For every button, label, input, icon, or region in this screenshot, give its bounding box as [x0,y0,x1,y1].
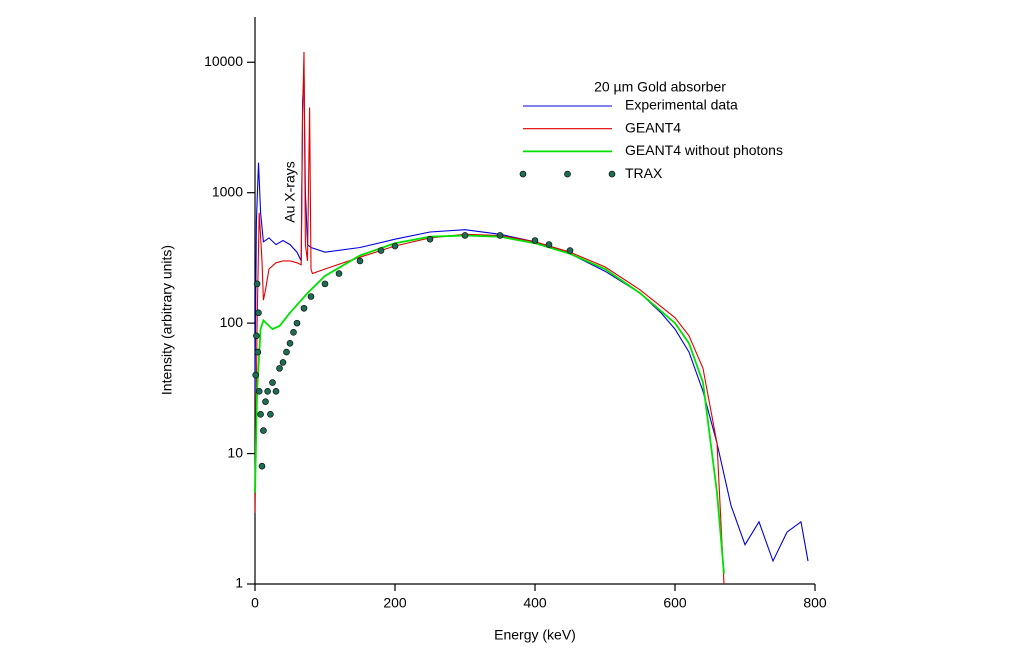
legend-marker [564,170,571,178]
y-tick-label: 1000 [212,183,243,199]
trax-point [262,398,269,405]
trax-point [391,242,399,250]
legend-marker [608,170,616,178]
trax-point [426,235,434,243]
trax-point [496,232,504,239]
y-tick-label: 10000 [204,53,243,69]
trax-point [356,257,364,265]
legend-marker [519,170,527,178]
trax-point [279,359,287,366]
trax-point [335,270,343,277]
legend-title: 20 µm Gold absorber [594,79,726,95]
series-line [254,234,725,574]
x-tick-label: 800 [803,595,827,611]
trax-point [255,388,263,395]
annotation: Au X-rays [282,161,298,222]
trax-point [321,280,329,288]
trax-point [377,247,385,254]
legend-label: GEANT4 [625,119,681,135]
y-tick-label: 1 [235,575,243,591]
trax-point [286,340,294,347]
trax-point [252,371,259,379]
trax-point [272,388,280,395]
trax-point [531,237,539,244]
trax-point [300,304,308,312]
legend-label: Experimental data [625,97,738,113]
x-tick-label: 200 [383,595,407,611]
x-tick-label: 0 [251,595,259,611]
trax-point [566,247,574,254]
series-line [254,51,725,585]
trax-point [269,379,276,386]
trax-point [258,462,266,470]
trax-point [293,319,301,327]
series-line [254,74,809,563]
trax-point [307,293,315,300]
x-tick-label: 400 [523,595,547,611]
legend-label: TRAX [625,165,663,181]
y-tick-label: 10 [227,444,243,460]
x-tick-label: 600 [663,595,687,611]
trax-point [267,411,274,418]
trax-point [257,411,264,418]
trax-point [276,365,283,372]
trax-point [260,427,267,434]
legend-label: GEANT4 without photons [625,142,783,158]
trax-point [283,348,290,356]
trax-point [255,309,262,317]
trax-point [545,241,553,248]
y-tick-label: 100 [220,314,244,330]
y-axis-title: Intensity (arbitrary units) [159,245,175,395]
trax-point [253,332,260,340]
trax-point [253,280,261,288]
trax-point [254,348,262,356]
trax-point [461,232,469,239]
trax-point [264,388,271,395]
trax-point [290,329,297,336]
x-axis-title: Energy (keV) [494,627,576,643]
